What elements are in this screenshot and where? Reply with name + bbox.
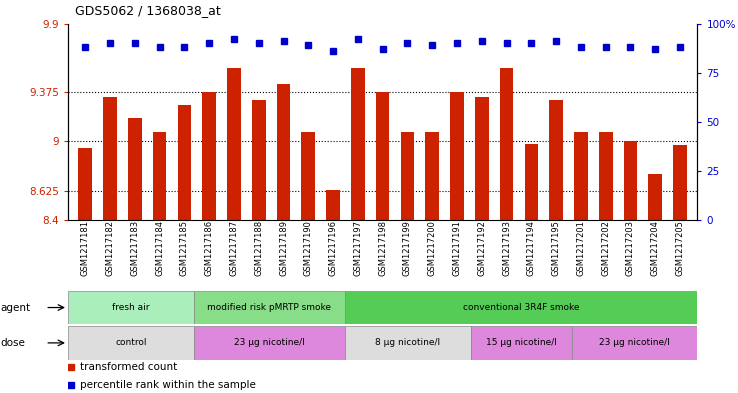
Bar: [302, 132, 315, 220]
Bar: [571, 326, 697, 360]
Text: percentile rank within the sample: percentile rank within the sample: [80, 380, 256, 390]
Bar: [471, 326, 571, 360]
Text: fresh air: fresh air: [112, 303, 150, 312]
Text: GSM1217198: GSM1217198: [378, 220, 387, 276]
Text: 15 μg nicotine/l: 15 μg nicotine/l: [486, 338, 556, 347]
Text: GSM1217195: GSM1217195: [551, 220, 561, 276]
Bar: [103, 97, 117, 220]
Bar: [202, 92, 216, 220]
Bar: [401, 132, 414, 220]
Bar: [128, 118, 142, 220]
Text: 23 μg nicotine/l: 23 μg nicotine/l: [234, 338, 305, 347]
Text: GDS5062 / 1368038_at: GDS5062 / 1368038_at: [75, 4, 221, 17]
Text: GSM1217189: GSM1217189: [279, 220, 288, 276]
Bar: [673, 145, 687, 220]
Bar: [326, 190, 340, 220]
Bar: [574, 132, 587, 220]
Text: modified risk pMRTP smoke: modified risk pMRTP smoke: [207, 303, 331, 312]
Text: GSM1217187: GSM1217187: [230, 220, 238, 276]
Text: GSM1217186: GSM1217186: [204, 220, 214, 276]
Bar: [475, 97, 489, 220]
Bar: [345, 291, 697, 324]
Bar: [68, 326, 194, 360]
Bar: [525, 144, 538, 220]
Text: GSM1217197: GSM1217197: [354, 220, 362, 276]
Bar: [425, 132, 439, 220]
Bar: [68, 291, 194, 324]
Bar: [194, 326, 345, 360]
Text: dose: dose: [1, 338, 26, 348]
Text: GSM1217204: GSM1217204: [651, 220, 660, 276]
Text: transformed count: transformed count: [80, 362, 178, 373]
Text: GSM1217202: GSM1217202: [601, 220, 610, 276]
Bar: [624, 141, 638, 220]
Bar: [178, 105, 191, 220]
Text: GSM1217191: GSM1217191: [452, 220, 461, 276]
Text: GSM1217194: GSM1217194: [527, 220, 536, 276]
Text: 8 μg nicotine/l: 8 μg nicotine/l: [375, 338, 441, 347]
Text: agent: agent: [1, 303, 31, 312]
Text: GSM1217188: GSM1217188: [254, 220, 263, 276]
Bar: [153, 132, 166, 220]
Bar: [376, 92, 390, 220]
Text: GSM1217192: GSM1217192: [477, 220, 486, 276]
Text: GSM1217199: GSM1217199: [403, 220, 412, 276]
Bar: [345, 326, 471, 360]
Bar: [78, 148, 92, 220]
Bar: [649, 174, 662, 220]
Text: GSM1217200: GSM1217200: [428, 220, 437, 276]
Text: control: control: [115, 338, 147, 347]
Bar: [549, 99, 563, 220]
Text: GSM1217205: GSM1217205: [675, 220, 685, 276]
Text: GSM1217185: GSM1217185: [180, 220, 189, 276]
Text: GSM1217184: GSM1217184: [155, 220, 164, 276]
Text: GSM1217201: GSM1217201: [576, 220, 585, 276]
Text: GSM1217196: GSM1217196: [328, 220, 337, 276]
Bar: [227, 68, 241, 220]
Text: GSM1217193: GSM1217193: [502, 220, 511, 276]
Text: GSM1217182: GSM1217182: [106, 220, 114, 276]
Bar: [194, 291, 345, 324]
Bar: [599, 132, 613, 220]
Bar: [252, 99, 266, 220]
Text: GSM1217183: GSM1217183: [131, 220, 139, 276]
Text: 23 μg nicotine/l: 23 μg nicotine/l: [599, 338, 670, 347]
Bar: [500, 68, 514, 220]
Bar: [450, 92, 463, 220]
Text: GSM1217203: GSM1217203: [626, 220, 635, 276]
Text: conventional 3R4F smoke: conventional 3R4F smoke: [463, 303, 579, 312]
Bar: [277, 84, 290, 220]
Text: GSM1217190: GSM1217190: [304, 220, 313, 276]
Text: GSM1217181: GSM1217181: [80, 220, 90, 276]
Bar: [351, 68, 365, 220]
